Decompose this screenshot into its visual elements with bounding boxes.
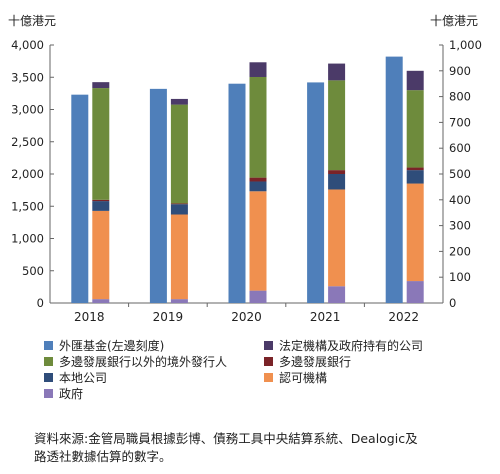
x-tick-label: 2022	[388, 310, 419, 324]
right-tick-label: 300	[449, 219, 471, 233]
right-axis-unit-label: 十億港元	[430, 14, 478, 28]
right-tick-label: 600	[449, 141, 471, 155]
left-tick-label: 2,500	[11, 135, 44, 149]
bar-segment-4	[170, 104, 188, 204]
bar-segment-3	[406, 167, 424, 171]
bar-segment-1	[249, 191, 267, 291]
legend-swatch-local	[44, 373, 53, 382]
bar-segment-4	[92, 88, 110, 200]
left-tick-label: 1,000	[11, 232, 44, 246]
legend-label-local: 本地公司	[59, 371, 108, 385]
bar-segment-1	[170, 214, 188, 300]
right-tick-label: 0	[449, 296, 456, 310]
legend-label-ai: 認可機構	[279, 371, 328, 385]
right-tick-label: 800	[449, 90, 471, 104]
bar-segment-4	[328, 80, 346, 171]
legend-item-local: 本地公司	[44, 369, 107, 386]
legend-item-govt: 政府	[44, 385, 83, 402]
bar-segment-0	[328, 286, 346, 303]
chart-svg: 十億港元 十億港元 0 500 1,000 1,500 2,000 2,500 3,000 3,5…	[8, 14, 482, 324]
x-tick-label: 2021	[310, 310, 341, 324]
left-tick-label: 2,000	[11, 167, 44, 181]
left-tick-label: 3,500	[11, 70, 44, 84]
legend-item-non-mdb: 多邊發展銀行以外的境外發行人	[44, 353, 227, 370]
left-tick-label: 3,000	[11, 103, 44, 117]
bar-fx-fund	[149, 88, 167, 303]
right-tick-label: 700	[449, 115, 471, 129]
x-tick-label: 2020	[231, 310, 262, 324]
right-tick-label: 900	[449, 64, 471, 78]
legend-swatch-statutory	[264, 341, 273, 350]
bar-segment-4	[249, 76, 267, 178]
legend-item-fx-fund: 外匯基金(左邊刻度)	[44, 337, 164, 354]
legend-label-govt: 政府	[59, 387, 84, 401]
bar-segment-1	[92, 210, 110, 300]
legend-swatch-mdb	[264, 357, 273, 366]
bar-segment-1	[406, 183, 424, 282]
legend-label-mdb: 多邊發展銀行	[279, 355, 352, 369]
legend-swatch-non-mdb	[44, 357, 53, 366]
right-tick-label: 400	[449, 193, 471, 207]
source-line-1: 資料來源:金管局職員根據彭博、債務工具中央結算系統、Dealogic及	[34, 431, 418, 446]
bar-segment-3	[249, 177, 267, 182]
bar-segment-3	[328, 170, 346, 174]
bar-segment-5	[328, 63, 346, 81]
left-axis-unit-label: 十億港元	[8, 14, 56, 28]
bar-segment-0	[249, 290, 267, 303]
bar-segment-3	[92, 199, 110, 202]
bar-segment-2	[170, 204, 188, 215]
bar-segment-0	[170, 299, 188, 303]
bar-segment-2	[92, 201, 110, 211]
legend-item-ai: 認可機構	[264, 369, 327, 386]
source-note: 資料來源:金管局職員根據彭博、債務工具中央結算系統、Dealogic及 路透社數…	[34, 430, 484, 466]
bar-segment-0	[406, 281, 424, 303]
bar-segment-5	[406, 70, 424, 91]
bar-segment-0	[92, 299, 110, 303]
bar-segment-2	[328, 174, 346, 190]
bar-segment-5	[170, 98, 188, 105]
right-tick-label: 1,000	[449, 38, 482, 52]
bar-segment-5	[249, 62, 267, 77]
x-tick-label: 2019	[153, 310, 184, 324]
legend-swatch-govt	[44, 389, 53, 398]
bar-segment-1	[328, 189, 346, 287]
bar-segment-5	[92, 82, 110, 89]
right-tick-label: 100	[449, 270, 471, 284]
legend-swatch-fx-fund	[44, 341, 53, 350]
x-tick-label: 2018	[74, 310, 105, 324]
bar-segment-4	[406, 90, 424, 168]
bar-segment-2	[406, 170, 424, 184]
bar-segment-2	[249, 181, 267, 192]
legend-item-statutory: 法定機構及政府持有的公司	[264, 337, 423, 354]
bar-fx-fund	[71, 94, 89, 303]
bar-fx-fund	[385, 56, 403, 303]
legend-swatch-ai	[264, 373, 273, 382]
legend-item-mdb: 多邊發展銀行	[264, 353, 351, 370]
legend-label-non-mdb: 多邊發展銀行以外的境外發行人	[59, 355, 228, 369]
right-tick-label: 500	[449, 167, 471, 181]
bar-fx-fund	[307, 82, 325, 303]
left-tick-label: 1,500	[11, 199, 44, 213]
right-tick-label: 200	[449, 244, 471, 258]
left-tick-label: 0	[37, 296, 44, 310]
left-tick-label: 500	[22, 264, 44, 278]
bar-segment-3	[170, 203, 188, 205]
legend-label-statutory: 法定機構及政府持有的公司	[279, 339, 424, 353]
left-tick-label: 4,000	[11, 38, 44, 52]
source-line-2: 路透社數據估算的數字。	[34, 449, 172, 464]
legend-label-fx-fund: 外匯基金(左邊刻度)	[59, 339, 165, 353]
bar-fx-fund	[228, 83, 246, 303]
